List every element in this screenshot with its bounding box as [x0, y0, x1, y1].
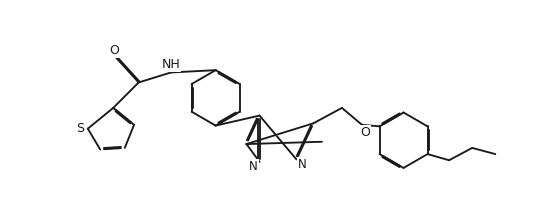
- Text: N: N: [249, 160, 258, 173]
- Text: O: O: [109, 44, 119, 57]
- Text: NH: NH: [162, 58, 180, 71]
- Text: O: O: [360, 126, 370, 139]
- Text: N: N: [298, 158, 307, 171]
- Text: S: S: [76, 122, 84, 135]
